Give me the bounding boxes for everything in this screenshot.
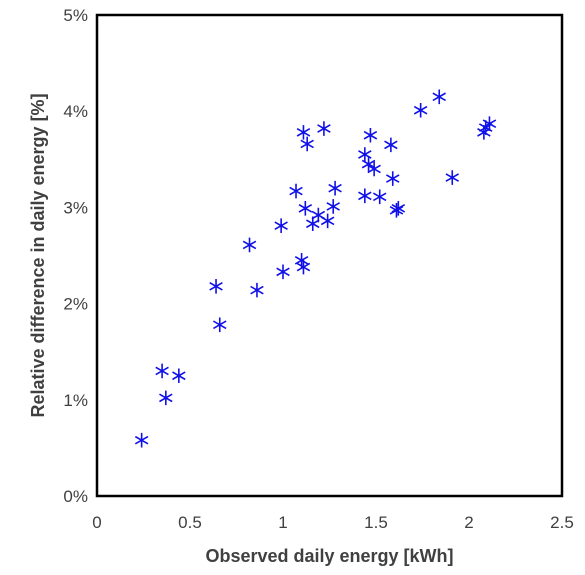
data-point xyxy=(213,317,227,333)
y-tick-label: 1% xyxy=(63,391,88,410)
y-tick-label: 5% xyxy=(63,6,88,25)
y-tick-label: 4% xyxy=(63,102,88,121)
x-tick-label: 2 xyxy=(464,513,473,532)
data-point xyxy=(300,136,314,152)
data-point xyxy=(274,218,288,233)
data-point xyxy=(445,170,460,185)
y-tick-label: 2% xyxy=(63,295,88,314)
data-point xyxy=(296,125,311,140)
data-point xyxy=(159,390,173,406)
data-point xyxy=(320,213,335,229)
data-point xyxy=(172,368,186,384)
x-tick-label: 0.5 xyxy=(178,513,202,532)
data-point xyxy=(289,183,303,199)
data-point xyxy=(328,180,342,196)
plot-frame xyxy=(95,13,564,498)
data-point xyxy=(367,161,381,177)
data-point xyxy=(385,171,400,186)
data-point xyxy=(358,188,372,204)
data-point xyxy=(391,201,406,216)
data-point xyxy=(134,432,149,448)
data-point xyxy=(384,137,398,153)
data-point xyxy=(276,264,290,280)
data-point xyxy=(311,207,326,223)
x-axis-tick-labels: 0 0.5 1 1.5 2 2.5 xyxy=(92,513,574,532)
data-point xyxy=(250,282,264,298)
data-point xyxy=(306,216,320,232)
data-point xyxy=(242,237,257,253)
data-point xyxy=(296,259,311,275)
data-point xyxy=(363,127,378,143)
data-point xyxy=(361,156,376,172)
y-tick-label: 0% xyxy=(63,487,88,506)
data-point xyxy=(298,201,313,216)
data-point xyxy=(372,189,387,205)
data-point xyxy=(294,253,309,268)
x-tick-label: 1.5 xyxy=(364,513,388,532)
data-point xyxy=(326,199,340,214)
x-tick-label: 0 xyxy=(92,513,101,532)
data-point xyxy=(432,89,446,105)
data-point xyxy=(209,278,223,294)
y-axis-tick-labels: 0% 1% 2% 3% 4% 5% xyxy=(63,6,88,506)
y-tick-label: 3% xyxy=(63,198,88,217)
data-point xyxy=(358,147,372,162)
y-axis-title: Relative difference in daily energy [%] xyxy=(28,93,48,417)
x-tick-label: 1 xyxy=(278,513,287,532)
data-point xyxy=(413,102,428,118)
data-point xyxy=(482,116,497,132)
x-tick-label: 2.5 xyxy=(550,513,574,532)
data-point xyxy=(317,121,331,136)
x-axis-title: Observed daily energy [kWh] xyxy=(205,546,453,566)
data-points xyxy=(134,89,497,448)
data-point xyxy=(155,363,169,379)
